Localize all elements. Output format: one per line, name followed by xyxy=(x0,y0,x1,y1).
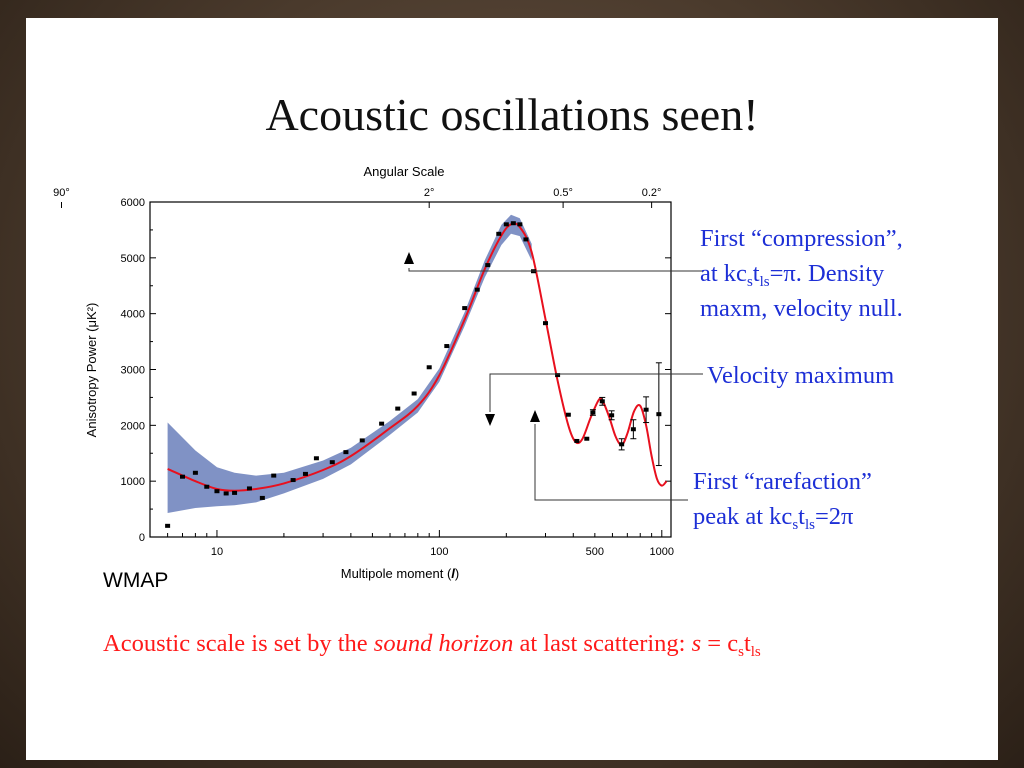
data-point xyxy=(246,486,252,491)
data-point xyxy=(259,495,265,500)
data-point xyxy=(542,321,548,326)
data-point xyxy=(462,306,468,311)
y-tick-label: 1000 xyxy=(121,476,145,488)
data-point xyxy=(223,491,229,496)
top-tick-label: 90° xyxy=(53,187,70,199)
compression-annotation: First “compression”, at kcstls=π. Densit… xyxy=(700,221,903,326)
data-point xyxy=(359,438,365,443)
data-point xyxy=(517,222,523,227)
data-point xyxy=(565,412,571,417)
data-points xyxy=(165,221,662,528)
data-point xyxy=(180,474,186,479)
data-point xyxy=(343,450,349,455)
data-point xyxy=(643,407,649,412)
data-point xyxy=(599,399,605,404)
data-point xyxy=(271,473,277,478)
model-curve-line xyxy=(167,222,668,492)
data-point xyxy=(329,460,335,465)
y-tick-label: 4000 xyxy=(121,309,145,321)
x-axis-label: Multipole moment (l) xyxy=(341,566,460,581)
y-tick-label: 5000 xyxy=(121,253,145,265)
data-point xyxy=(523,237,529,242)
x-tick-label: 100 xyxy=(430,546,448,558)
rarefaction-leader-line xyxy=(534,424,688,501)
data-point xyxy=(609,413,615,418)
top-axis-label: Angular Scale xyxy=(364,164,445,179)
y-axis-label: Anisotropy Power (μK²) xyxy=(84,303,99,438)
data-point xyxy=(503,222,509,227)
velocity-annotation: Velocity maximum xyxy=(707,358,894,393)
x-axis-ticks: 10 100 500 1000 xyxy=(167,530,674,558)
data-point xyxy=(204,484,210,489)
compression-line1: First “compression”, xyxy=(700,225,903,252)
rarefaction-annotation: First “rarefaction” peak at kcstls=2π xyxy=(693,464,872,534)
data-point xyxy=(214,489,220,494)
top-tick-label: 0.2° xyxy=(642,187,662,199)
cosmic-variance-band xyxy=(167,214,532,514)
top-tick-label: 2° xyxy=(424,187,435,199)
wmap-label: WMAP xyxy=(103,569,169,592)
power-spectrum-chart: Angular Scale 90° 2° 0.5° 0.2° 10 100 500 1000… xyxy=(53,164,704,581)
data-point xyxy=(426,365,432,370)
rarefaction-line1: First “rarefaction” xyxy=(693,468,872,495)
data-point xyxy=(574,438,580,443)
top-axis-ticks: 90° 2° 0.5° 0.2° xyxy=(53,187,661,208)
y-tick-label: 3000 xyxy=(121,365,145,377)
data-point xyxy=(444,344,450,349)
data-point xyxy=(302,471,308,476)
slide: Acoustic oscillations seen! Angular Scal… xyxy=(26,18,998,760)
x-tick-label: 1000 xyxy=(650,546,674,558)
data-point xyxy=(165,523,171,528)
rarefaction-line2: peak at kcstls=2π xyxy=(693,503,854,533)
y-tick-label: 0 xyxy=(139,532,145,544)
data-point xyxy=(474,287,480,292)
data-point xyxy=(619,442,625,447)
y-tick-label: 2000 xyxy=(121,420,145,432)
top-tick-label: 0.5° xyxy=(553,187,573,199)
data-point xyxy=(630,427,636,432)
slide-title: Acoustic oscillations seen! xyxy=(265,89,759,140)
velocity-line1: Velocity maximum xyxy=(707,362,895,389)
data-point xyxy=(290,478,296,483)
data-point xyxy=(496,231,502,236)
compression-arrow-icon xyxy=(404,252,414,264)
data-point xyxy=(379,421,385,426)
x-tick-label: 10 xyxy=(211,546,223,558)
compression-line2: at kcstls=π. Density xyxy=(700,260,885,290)
velocity-arrow-icon xyxy=(485,414,495,426)
velocity-leader-line xyxy=(489,373,703,412)
data-point xyxy=(656,412,662,417)
compression-leader-line xyxy=(408,268,704,272)
slide-caption: Acoustic scale is set by the sound horiz… xyxy=(103,630,761,660)
data-point xyxy=(584,436,590,441)
rarefaction-arrow-icon xyxy=(530,410,540,422)
data-point xyxy=(555,373,561,378)
y-tick-label: 6000 xyxy=(121,197,145,209)
data-point xyxy=(232,490,238,495)
x-tick-label: 500 xyxy=(586,546,604,558)
data-point xyxy=(485,263,491,268)
compression-line3: maxm, velocity null. xyxy=(700,295,903,322)
data-point xyxy=(411,391,417,396)
data-point xyxy=(395,406,401,411)
annotation-leaders xyxy=(404,252,704,501)
data-point xyxy=(192,470,198,475)
data-point xyxy=(590,410,596,415)
y-axis-ticks: 0 1000 2000 3000 4000 5000 6000 xyxy=(121,197,671,544)
data-point xyxy=(313,456,319,461)
data-point xyxy=(510,221,516,226)
